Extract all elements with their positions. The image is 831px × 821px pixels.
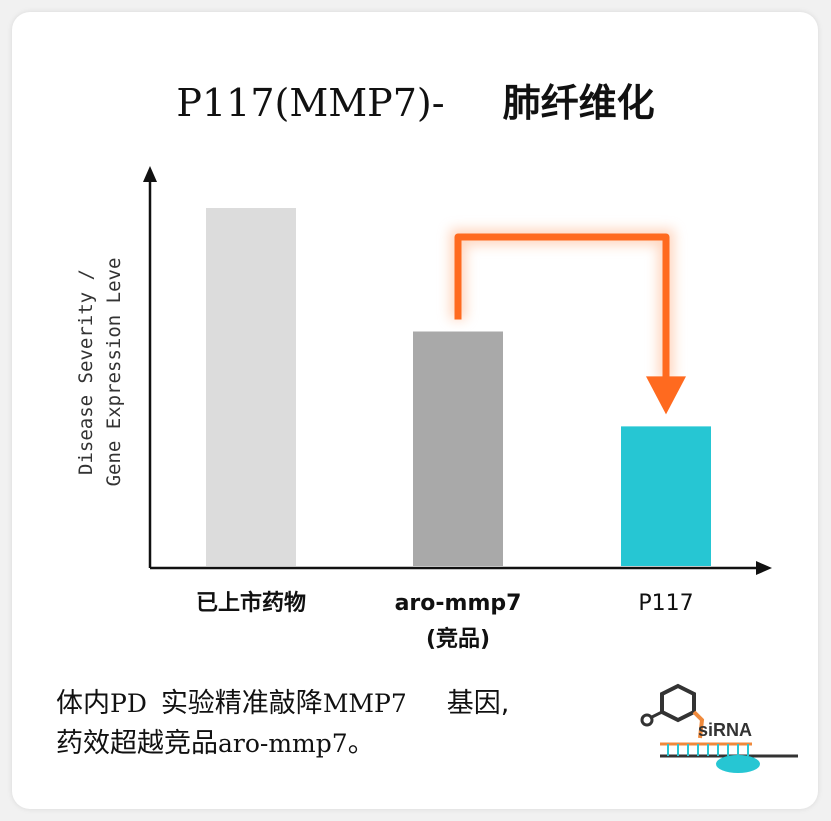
rna-complex [716, 755, 760, 773]
caption-line1: 体内PD 实验精准敲降MMP7 基因, [56, 684, 509, 724]
molecule-chain [692, 710, 705, 739]
x-axis-arrowhead [756, 561, 772, 575]
caption-text: 体内 [56, 688, 110, 719]
molecule-atom [640, 713, 654, 727]
logo-text: siRNA [698, 720, 752, 740]
tick-label-aro-mmp7: aro-mmp7 [395, 591, 522, 616]
caption-text: MMP7 [322, 689, 407, 718]
caption-text: PD [110, 689, 155, 718]
title-prefix: P117(MMP7)- [176, 81, 445, 125]
comparison-arrowhead [646, 376, 686, 415]
y-axis-label-line1: Disease Severity / [75, 269, 97, 475]
caption-text: 基因, [446, 688, 510, 719]
caption-text: aro-mmp7 [218, 729, 348, 758]
chart-title: P117(MMP7)- 肺纤维化 [0, 72, 831, 127]
y-axis-arrowhead [143, 166, 157, 182]
caption: 体内PD 实验精准敲降MMP7 基因, 药效超越竞品aro-mmp7。 [56, 684, 509, 764]
molecule-ring [660, 683, 696, 723]
caption-line2: 药效超越竞品aro-mmp7。 [56, 724, 509, 764]
y-axis-label: Disease Severity / Gene Expression Leve [75, 258, 125, 487]
comparison-arrow [450, 229, 686, 415]
tick-label-competitor-note: (竞品) [426, 626, 490, 652]
bar-aro-mmp7 [413, 331, 503, 566]
tick-label-marketed-drug: 已上市药物 [196, 590, 306, 616]
caption-text: 。 [347, 728, 375, 759]
caption-text: 实验精准敲降 [160, 688, 323, 719]
y-axis-label-line2: Gene Expression Leve [103, 258, 125, 487]
bar-p117 [621, 426, 711, 566]
title-main: 肺纤维化 [502, 81, 655, 125]
rna-base-pairs [667, 744, 749, 756]
caption-text: 药效超越竞品 [56, 728, 218, 759]
bar-marketed-drug [206, 208, 296, 566]
tick-label-p117: P117 [638, 591, 693, 616]
sirna-logo: siRNA [640, 683, 798, 773]
